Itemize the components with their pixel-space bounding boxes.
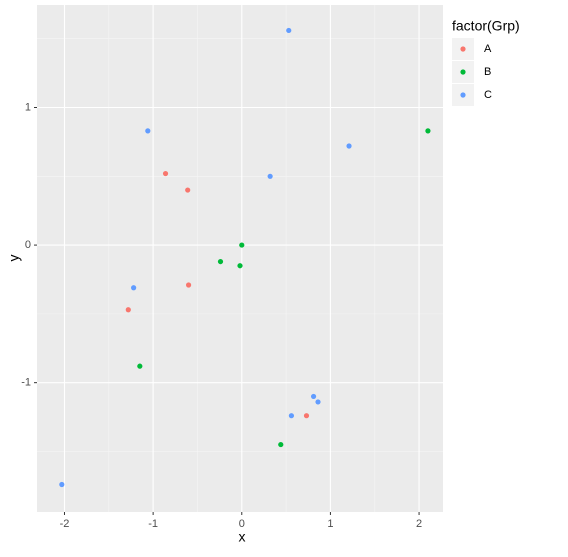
point: [310, 393, 317, 400]
legend-label: B: [484, 66, 491, 78]
point: [59, 481, 65, 488]
x-tick-label: -1: [148, 518, 158, 530]
point: [137, 363, 143, 369]
point: [315, 399, 321, 405]
y-tick-label: 1: [25, 101, 31, 113]
legend-label: A: [484, 43, 492, 55]
legend-swatch: [460, 46, 466, 52]
legend-swatch: [460, 69, 466, 75]
point: [185, 282, 192, 288]
legend-swatch: [460, 92, 466, 98]
panel-background: [37, 5, 443, 512]
y-axis-label: y: [6, 255, 22, 262]
point: [425, 128, 431, 134]
point: [288, 413, 295, 419]
x-tick-label: 1: [327, 518, 333, 530]
point: [303, 413, 310, 419]
y-tick-label: -1: [21, 377, 31, 389]
y-tick-label: 0: [25, 239, 31, 251]
point: [267, 173, 273, 179]
points: [59, 27, 431, 488]
x-tick-label: 2: [416, 518, 422, 530]
point: [145, 128, 151, 134]
point: [237, 263, 243, 269]
point: [217, 258, 224, 265]
x-tick-label: -2: [60, 518, 70, 530]
point: [346, 143, 352, 149]
grid: [37, 5, 443, 512]
point: [278, 441, 284, 448]
point: [239, 242, 245, 248]
point: [162, 170, 169, 177]
legend: ABC: [452, 38, 492, 106]
legend-label: C: [484, 89, 492, 101]
point: [125, 307, 131, 313]
legend-title: factor(Grp): [452, 18, 520, 34]
point: [185, 187, 191, 193]
x-axis-label: x: [239, 529, 246, 545]
point: [286, 27, 292, 34]
x-tick-label: 0: [239, 518, 245, 530]
point: [131, 285, 137, 291]
